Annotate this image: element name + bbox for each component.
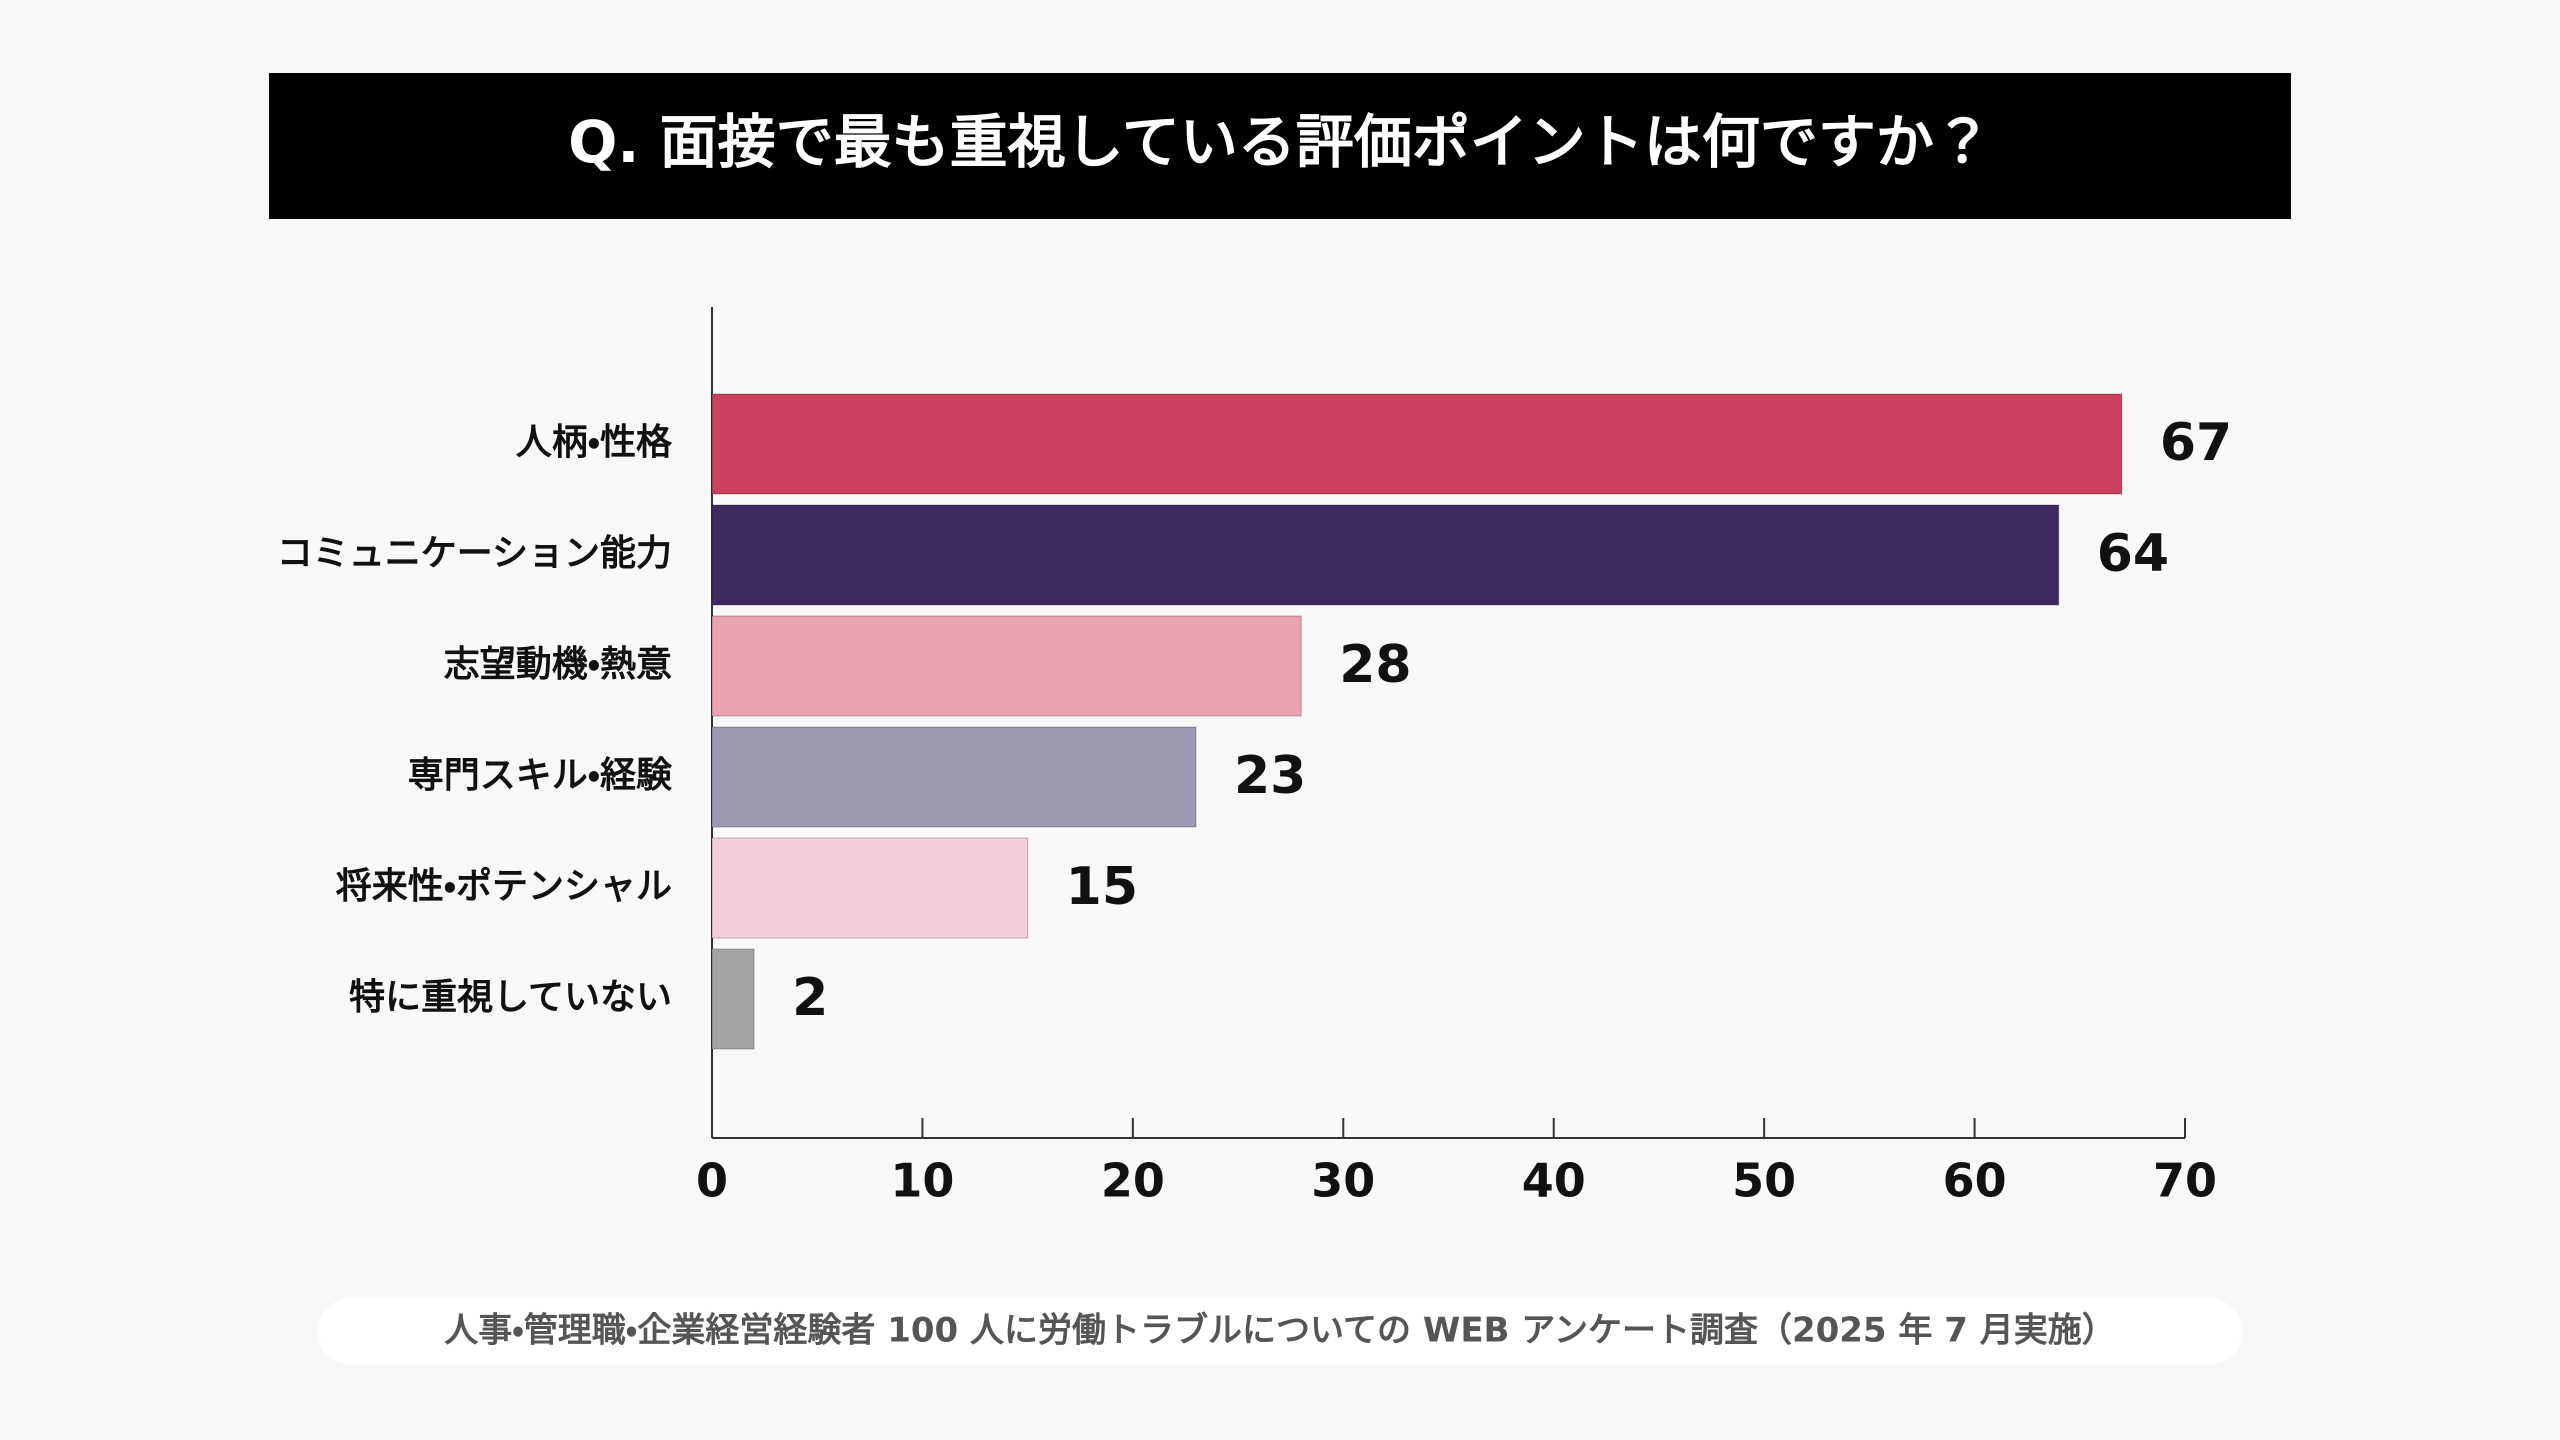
title-banner — [269, 73, 2291, 219]
y-tick-label: コミュニケーション能力 — [277, 533, 672, 574]
x-tick-label: 70 — [2153, 1154, 2217, 1208]
chart-title: Q. 面接で最も重視している評価ポイントは何ですか？ — [568, 108, 1992, 176]
x-tick-label: 20 — [1101, 1154, 1165, 1208]
bar — [711, 615, 1302, 717]
value-label: 64 — [2097, 524, 2169, 584]
value-label: 28 — [1339, 635, 1411, 695]
x-tick-label: 50 — [1732, 1154, 1796, 1208]
value-label: 23 — [1234, 746, 1306, 806]
y-tick-label: 人柄・性格 — [516, 422, 673, 463]
x-tick-label: 40 — [1522, 1154, 1586, 1208]
y-tick-label: 専門スキル・経験 — [408, 755, 673, 796]
source-note: 人事・管理職・企業経営経験者 100 人に労働トラブルについての WEB アンケ… — [444, 1311, 2116, 1351]
x-tick-label: 30 — [1311, 1154, 1375, 1208]
value-label: 2 — [792, 968, 828, 1028]
bar — [711, 837, 1029, 939]
bar — [711, 948, 755, 1050]
y-tick-label: 将来性・ポテンシャル — [336, 865, 672, 907]
value-label: 67 — [2160, 413, 2232, 473]
x-tick-label: 60 — [1943, 1154, 2007, 1208]
bar — [711, 393, 2123, 495]
x-tick-label: 0 — [696, 1154, 728, 1208]
bar — [711, 726, 1197, 828]
x-tick-label: 10 — [890, 1154, 954, 1208]
y-tick-label: 特に重視していない — [349, 977, 672, 1018]
bar — [711, 504, 2060, 606]
y-tick-label: 志望動機・熱意 — [444, 644, 672, 685]
value-label: 15 — [1066, 857, 1138, 917]
note-pill — [318, 1298, 2242, 1365]
